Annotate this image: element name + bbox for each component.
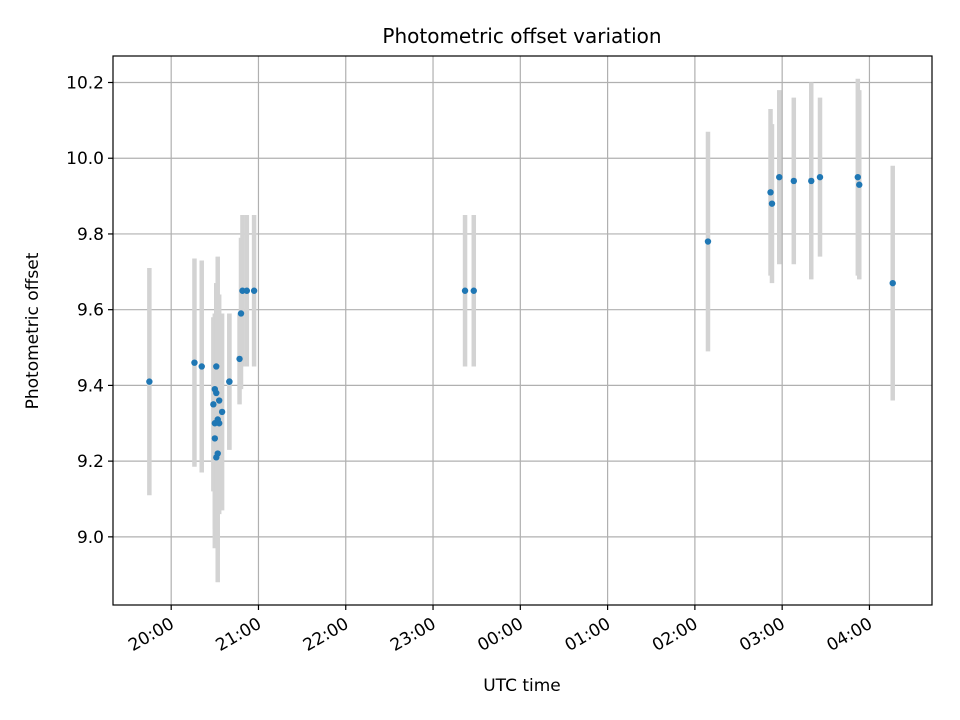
x-tick-label: 01:00 — [562, 614, 614, 656]
x-tick-label: 02:00 — [649, 614, 701, 656]
data-point — [767, 189, 774, 196]
data-point — [146, 378, 153, 385]
y-tick-label: 9.8 — [77, 225, 104, 245]
data-point — [776, 173, 783, 181]
data-point — [470, 287, 477, 294]
data-point — [250, 287, 258, 294]
x-tick-label: 22:00 — [300, 614, 352, 656]
data-point — [198, 363, 205, 370]
data-point — [768, 200, 776, 207]
y-tick-label: 9.4 — [77, 376, 104, 396]
data-point — [215, 397, 223, 404]
data-point — [191, 359, 198, 366]
data-point — [243, 287, 251, 294]
plot-frame — [112, 55, 933, 606]
y-tick-label: 10.0 — [66, 149, 104, 169]
data-points — [146, 173, 896, 461]
data-point — [889, 279, 896, 287]
x-axis-label: UTC time — [483, 676, 561, 696]
y-tick-label: 9.2 — [77, 452, 104, 472]
chart-title: Photometric offset variation — [382, 24, 661, 48]
x-tick-label: 00:00 — [474, 614, 526, 656]
x-tick-label: 21:00 — [213, 614, 265, 656]
data-point — [211, 435, 219, 442]
y-tick-label: 9.6 — [77, 301, 104, 321]
data-point — [214, 450, 221, 457]
y-axis-ticks: 9.0 9.2 9.4 9.6 9.8 10.0 10.2 — [66, 74, 113, 548]
y-tick-label: 9.0 — [77, 528, 104, 548]
y-axis-label: Photometric offset — [23, 252, 43, 409]
x-tick-label: 23:00 — [387, 614, 439, 656]
data-point — [790, 177, 798, 185]
data-point — [461, 287, 469, 294]
data-point — [226, 378, 233, 385]
data-point — [704, 238, 712, 245]
y-tick-label: 10.2 — [66, 74, 104, 94]
x-axis-ticks: 20:00 21:00 22:00 23:00 00:00 01:00 02:00 03:00… — [125, 605, 876, 656]
data-point — [210, 401, 217, 408]
data-point — [236, 355, 243, 363]
data-point — [215, 420, 223, 427]
data-point — [816, 173, 824, 181]
data-point — [808, 177, 815, 185]
error-bars — [147, 78, 895, 583]
data-point — [218, 408, 226, 416]
data-point — [237, 310, 245, 317]
x-tick-label: 20:00 — [125, 614, 177, 656]
data-point — [213, 363, 220, 370]
data-point — [856, 181, 863, 188]
x-tick-label: 03:00 — [736, 614, 788, 656]
data-point — [854, 173, 862, 181]
data-point — [213, 389, 220, 397]
x-tick-label: 04:00 — [824, 614, 876, 656]
